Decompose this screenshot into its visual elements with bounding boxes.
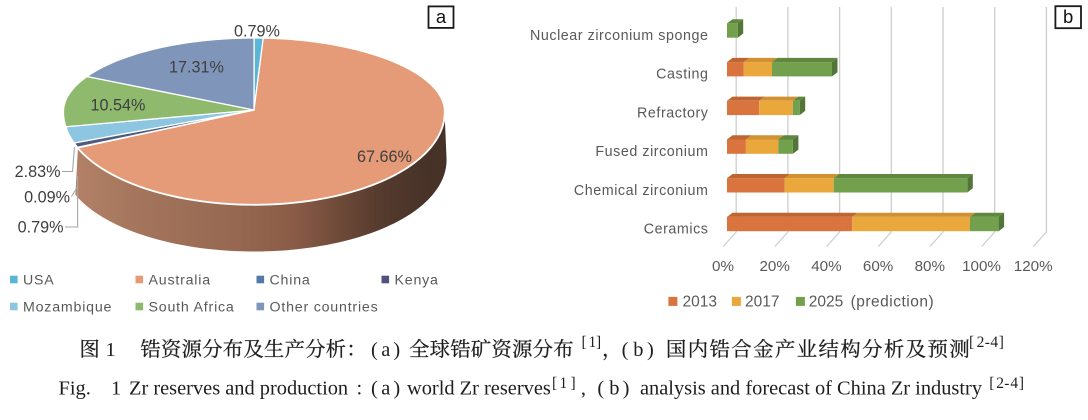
svg-text:): )	[393, 378, 400, 400]
svg-text:Casting: Casting	[656, 67, 708, 83]
svg-text:Nuclear zirconium sponge: Nuclear zirconium sponge	[530, 28, 709, 44]
svg-text:Refractory: Refractory	[637, 105, 709, 121]
svg-text:1: 1	[560, 375, 568, 392]
svg-text:a: a	[381, 339, 390, 361]
svg-text:Kenya: Kenya	[395, 273, 439, 289]
svg-text:2025: 2025	[809, 294, 843, 311]
svg-text:]: ]	[596, 334, 601, 351]
svg-text:40%: 40%	[811, 258, 841, 275]
svg-text:(: (	[597, 378, 604, 400]
svg-text:a: a	[381, 378, 390, 400]
svg-text:0.09%: 0.09%	[24, 189, 70, 207]
svg-text:20%: 20%	[759, 258, 789, 275]
svg-text:(prediction): (prediction)	[851, 294, 935, 311]
svg-text:Ceramics: Ceramics	[644, 222, 709, 238]
svg-text:-: -	[985, 334, 990, 351]
svg-text:China: China	[270, 273, 311, 289]
svg-text:(: (	[371, 339, 378, 361]
svg-text:120%: 120%	[1014, 258, 1053, 275]
svg-text:1: 1	[106, 339, 116, 361]
svg-text:Australia: Australia	[149, 273, 211, 289]
svg-text:b: b	[1063, 6, 1073, 27]
svg-text:]: ]	[571, 375, 576, 392]
svg-text:]: ]	[1019, 375, 1024, 392]
svg-text::: :	[357, 378, 363, 400]
svg-text:0%: 0%	[712, 258, 734, 275]
svg-text:2: 2	[996, 375, 1004, 392]
svg-text:Fig.: Fig.	[59, 378, 91, 400]
svg-text:60%: 60%	[863, 258, 893, 275]
svg-text:]: ]	[999, 334, 1004, 351]
svg-text:4: 4	[1010, 375, 1018, 392]
svg-text:2013: 2013	[683, 294, 717, 311]
svg-text:67.66%: 67.66%	[357, 148, 412, 166]
svg-text:80%: 80%	[915, 258, 945, 275]
svg-text:world Zr reserves: world Zr reserves	[407, 378, 551, 400]
svg-text:): )	[647, 339, 654, 361]
svg-text:1: 1	[589, 334, 597, 351]
svg-text:b: b	[633, 339, 643, 361]
svg-text:Other countries: Other countries	[270, 300, 379, 316]
svg-text:USA: USA	[23, 273, 55, 289]
svg-text:South Africa: South Africa	[149, 300, 235, 316]
svg-text:Zr reserves and production: Zr reserves and production	[129, 378, 348, 400]
svg-text:Fused zirconium: Fused zirconium	[595, 144, 708, 160]
svg-text:17.31%: 17.31%	[169, 59, 224, 77]
svg-text:2017: 2017	[745, 294, 779, 311]
svg-text:Mozambique: Mozambique	[23, 300, 112, 316]
svg-text:analysis and forecast of China: analysis and forecast of China Zr indust…	[640, 378, 983, 400]
svg-text:[: [	[582, 334, 587, 351]
svg-text:,: ,	[581, 378, 586, 400]
svg-text:100%: 100%	[962, 258, 1001, 275]
svg-text:a: a	[436, 6, 447, 27]
svg-text:0.79%: 0.79%	[234, 23, 280, 41]
svg-text:b: b	[609, 378, 619, 400]
svg-text:): )	[393, 339, 400, 361]
svg-text:[: [	[552, 375, 557, 392]
svg-text:(: (	[622, 339, 629, 361]
svg-text:0.79%: 0.79%	[18, 219, 64, 237]
svg-text:[: [	[989, 375, 994, 392]
svg-text:): )	[623, 378, 630, 400]
svg-text:2.83%: 2.83%	[15, 163, 61, 181]
svg-text:10.54%: 10.54%	[91, 97, 146, 115]
svg-text:(: (	[371, 378, 378, 400]
svg-text:2: 2	[977, 334, 985, 351]
svg-text:Chemical zirconium: Chemical zirconium	[574, 183, 709, 199]
svg-text:1: 1	[111, 378, 121, 400]
svg-text:[: [	[969, 334, 974, 351]
svg-text:-: -	[1004, 375, 1009, 392]
svg-text:4: 4	[990, 334, 998, 351]
